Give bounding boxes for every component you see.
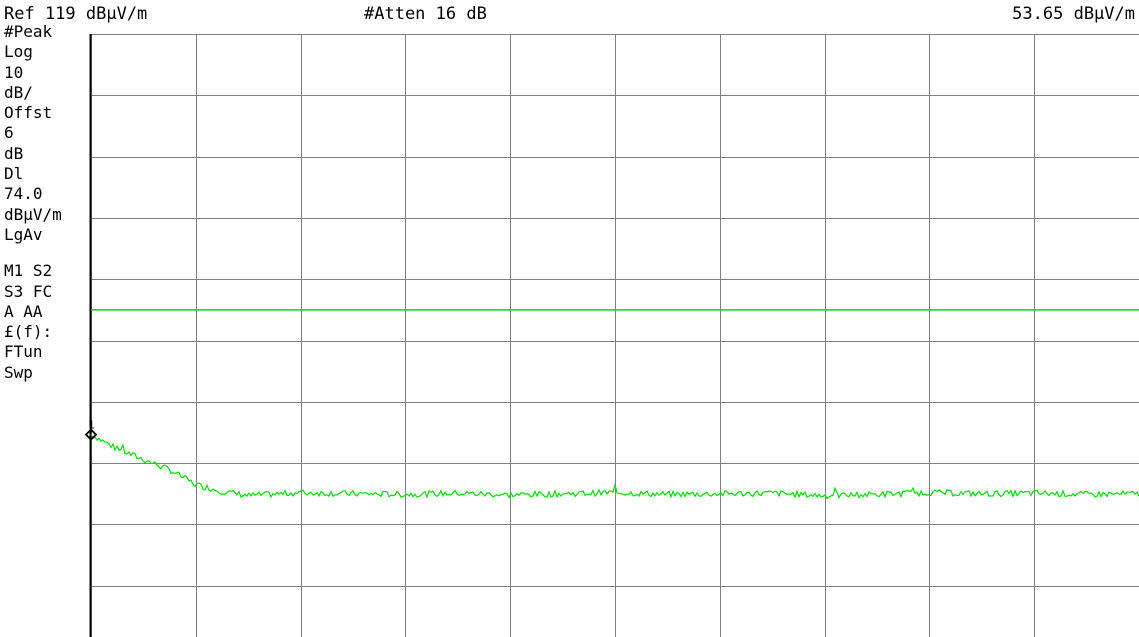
average-mode-label: LgAv — [4, 224, 43, 244]
display-line-unit: dBµV/m — [4, 204, 62, 224]
marker-mode-row-2: S3 FC — [4, 281, 53, 301]
offset-unit: dB — [4, 143, 24, 163]
scale-type-label: Log — [4, 42, 33, 62]
detector-label: #Peak — [4, 22, 53, 41]
marker-mode-row-1: M1 S2 — [4, 261, 53, 281]
marker-mode-row-3: A AA — [4, 301, 43, 321]
scale-unit-label: dB/ — [4, 82, 33, 102]
marker-1: 1 — [84, 419, 98, 441]
offset-label: Offst — [4, 103, 53, 123]
display-line-value: 74.0 — [4, 184, 43, 204]
spectrum-trace — [90, 434, 1139, 500]
marker-readout: 53.65 dBµV/m — [1012, 4, 1135, 24]
offset-value: 6 — [4, 123, 14, 143]
frequency-tune-label: FTun — [4, 342, 43, 362]
attenuation-label: #Atten 16 dB — [364, 4, 487, 24]
display-line-label: Dl — [4, 164, 24, 184]
marker-diamond — [84, 428, 98, 441]
reference-level-label: Ref 119 dBµV/m — [4, 4, 148, 24]
marker-label: 1 — [88, 419, 95, 432]
correction-label: £(f): — [4, 322, 53, 342]
scale-value-label: 10 — [4, 62, 24, 82]
sweep-label: Swp — [4, 362, 33, 382]
graticule — [89, 34, 1139, 637]
settings-panel: #Peak Log 10 dB/ Offst 6 dB Dl 74.0 dBµV… — [4, 22, 90, 383]
